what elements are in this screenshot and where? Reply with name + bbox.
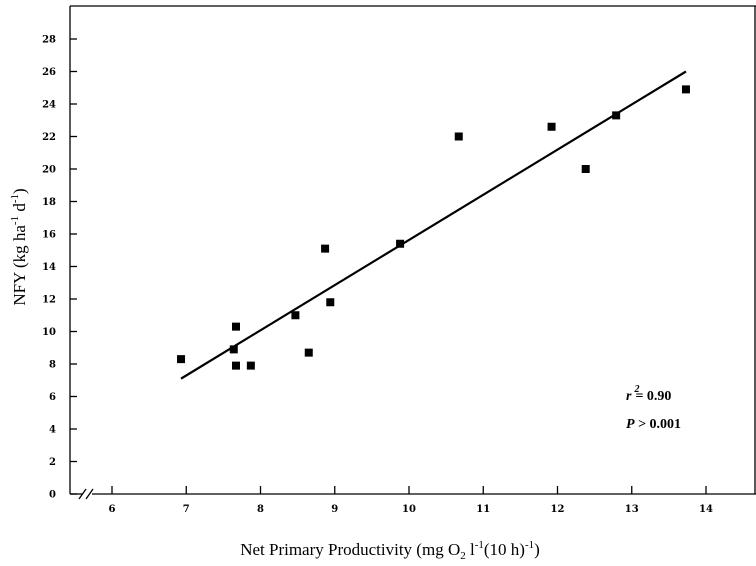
y-axis-title: NFY (kg ha-1 d-1) (9, 188, 29, 305)
y-tick-label: 6 (49, 392, 56, 403)
y-tick-label: 26 (42, 67, 56, 78)
data-point (321, 244, 330, 253)
y-tick-label: 0 (49, 490, 56, 501)
y-axis-title-suffix: ) (10, 188, 29, 194)
x-axis-title-prefix: Net Primary Productivity (mg O (240, 540, 460, 559)
p-value: > 0.001 (635, 417, 681, 432)
data-point (454, 132, 463, 141)
p-value-annotation: P > 0.001 (626, 417, 681, 432)
y-tick-label: 16 (42, 230, 56, 241)
y-axis-title-sup2: -1 (9, 194, 21, 203)
x-tick-label: 7 (183, 504, 190, 515)
y-tick-label: 24 (42, 100, 56, 111)
data-point (231, 322, 240, 331)
r2-sup: 2 (633, 384, 639, 395)
x-axis-title: Net Primary Productivity (mg O2 l-1(10 h… (240, 539, 540, 562)
data-point (246, 361, 255, 370)
r2-symbol: r (626, 389, 632, 404)
y-tick-label: 28 (42, 35, 56, 46)
x-axis-title-sup1: -1 (475, 539, 484, 551)
x-axis-title-sup2: -1 (525, 539, 534, 551)
x-axis-title-suffix: ) (534, 540, 540, 559)
data-point (681, 85, 690, 94)
axes (69, 5, 756, 500)
y-tick-label: 22 (42, 132, 56, 143)
p-symbol: P (626, 417, 635, 432)
data-point (177, 355, 186, 364)
y-tick-label: 12 (42, 295, 56, 306)
regression-line-group (180, 70, 687, 380)
r2-value: = 0.90 (635, 389, 671, 404)
x-ticks: 6 7 8 9 10 11 12 13 14 (109, 486, 713, 515)
x-tick-label: 9 (331, 504, 338, 515)
y-tick-label: 2 (49, 457, 56, 468)
data-point (581, 165, 590, 173)
regression-line (180, 70, 687, 380)
y-axis-title-prefix: NFY (kg ha (10, 225, 29, 306)
data-point (231, 361, 240, 370)
axis-break-mark (78, 488, 87, 500)
data-point (547, 122, 556, 131)
x-tick-label: 10 (402, 504, 416, 515)
y-tick-label: 8 (49, 360, 56, 371)
x-tick-label: 8 (257, 504, 264, 515)
y-tick-label: 20 (42, 165, 56, 176)
data-point (396, 239, 405, 248)
x-tick-label: 6 (109, 504, 116, 515)
x-tick-label: 12 (551, 504, 565, 515)
x-tick-label: 11 (476, 504, 490, 515)
y-axis-title-sup1: -1 (9, 216, 21, 225)
r-squared-annotation: r 2= 0.90 (626, 384, 671, 404)
x-axis-title-sub: 2 (460, 550, 466, 562)
y-tick-label: 14 (42, 262, 56, 273)
y-axis-title-mid: d (10, 203, 29, 216)
data-point (291, 311, 300, 320)
x-tick-label: 14 (699, 504, 713, 515)
y-tick-label: 18 (42, 197, 56, 208)
data-point (229, 345, 238, 354)
axis-break-mark (85, 488, 94, 500)
data-points (177, 85, 690, 370)
data-point (326, 298, 335, 307)
x-axis-title-mid: l (466, 540, 475, 559)
data-point (612, 111, 621, 120)
y-tick-label: 4 (49, 425, 56, 436)
data-point (304, 348, 313, 357)
y-tick-label: 10 (42, 327, 56, 338)
x-axis-title-mid2: (10 h) (484, 540, 525, 559)
x-tick-label: 13 (625, 504, 639, 515)
